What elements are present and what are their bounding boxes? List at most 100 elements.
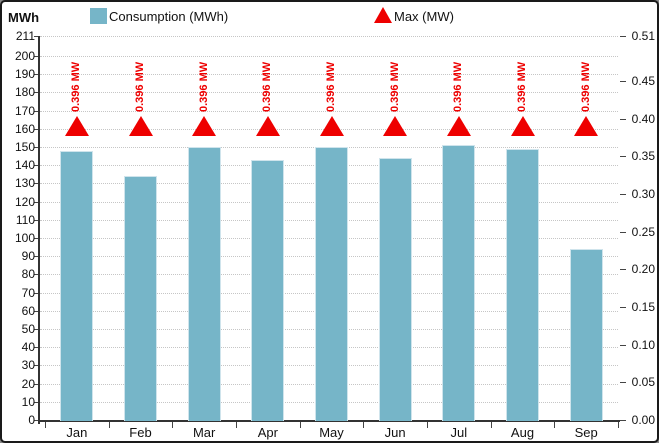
bottom-axis-line — [38, 420, 620, 422]
max-marker-label-may: 0.396 MW — [325, 61, 337, 112]
left-axis-title: MWh — [8, 10, 40, 25]
right-axis-tick-label: 0.35 — [631, 149, 655, 164]
right-axis-tick-label: 0.15 — [631, 300, 655, 315]
left-axis-tick — [34, 383, 40, 385]
left-axis-tick — [34, 401, 40, 403]
max-marker-label-feb: 0.396 MW — [134, 61, 146, 112]
left-axis-tick-label: 40 — [21, 340, 35, 355]
x-axis-label-jul: Jul — [450, 425, 468, 440]
right-axis-tick — [620, 382, 626, 384]
left-axis-tick-label: 180 — [14, 85, 35, 100]
legend-max-label: Max (MW) — [394, 9, 454, 24]
gridline — [40, 92, 618, 94]
left-axis-tick — [34, 329, 40, 330]
legend-consumption-swatch — [90, 8, 107, 24]
left-axis-tick — [34, 365, 40, 367]
x-axis-label-jun: Jun — [384, 425, 406, 440]
right-axis-tick-label: 0.25 — [631, 224, 655, 239]
left-axis-tick-label: 190 — [14, 67, 35, 82]
x-axis-label-sep: Sep — [574, 425, 598, 440]
right-axis-tick — [620, 118, 626, 120]
bar-jul — [442, 145, 476, 421]
x-axis-boundary-tick — [108, 422, 110, 428]
x-axis-label-mar: Mar — [192, 425, 216, 440]
max-marker-label-aug: 0.396 MW — [516, 61, 528, 112]
gridline — [40, 56, 618, 58]
right-axis-tick — [620, 344, 626, 346]
left-axis-tick — [34, 347, 40, 349]
max-marker-label-jan: 0.396 MW — [70, 61, 83, 112]
left-axis-tick-label: 140 — [14, 158, 35, 173]
x-axis-boundary-tick — [618, 422, 619, 428]
max-marker-label-mar: 0.396 MW — [197, 61, 210, 112]
x-axis-boundary-tick — [172, 422, 174, 428]
left-axis-tick — [34, 92, 40, 94]
x-axis-label-feb: Feb — [129, 425, 152, 440]
right-axis-tick-label: 0.20 — [631, 262, 655, 277]
max-marker-label-jun: 0.396 MW — [388, 61, 401, 112]
left-axis-tick — [34, 110, 40, 112]
left-axis-tick — [34, 128, 40, 130]
right-axis-tick-label: 0.30 — [631, 187, 655, 202]
right-axis-tick-label: 0.51 — [631, 29, 655, 43]
max-marker-label-jul: 0.396 MW — [452, 61, 465, 112]
bar-sep — [569, 248, 603, 421]
legend-max-triangle-icon — [374, 7, 392, 23]
left-axis-tick-label: 90 — [21, 249, 35, 264]
right-axis-tick-label: 0.40 — [631, 111, 655, 126]
left-axis-tick — [34, 238, 40, 239]
right-axis-tick — [620, 231, 626, 233]
right-axis-tick-label: 0.10 — [631, 337, 655, 352]
max-marker-jul — [446, 115, 471, 136]
x-axis-label-aug: Aug — [510, 425, 535, 440]
x-axis-label-may: May — [319, 425, 344, 440]
max-marker-mar — [192, 115, 217, 136]
left-axis-tick — [34, 201, 40, 203]
bar-mar — [187, 147, 221, 421]
bar-may — [315, 147, 348, 421]
x-axis-label-apr: Apr — [257, 425, 278, 440]
x-axis-boundary-tick — [299, 422, 301, 428]
left-axis-tick — [34, 74, 40, 76]
left-axis-tick-label: 120 — [14, 194, 35, 209]
x-axis-boundary-tick — [363, 422, 365, 428]
left-axis-tick-label: 170 — [14, 103, 35, 118]
left-axis-tick-label: 10 — [21, 394, 35, 409]
right-axis-tick — [620, 269, 626, 271]
x-axis-label-jan: Jan — [66, 425, 88, 440]
right-axis-tick-label: 0.45 — [631, 74, 655, 89]
left-axis-tick-label: 160 — [14, 121, 35, 136]
right-axis-tick — [620, 36, 626, 37]
x-axis-boundary-tick — [236, 422, 237, 428]
left-axis-tick — [34, 292, 40, 294]
bar-jan — [60, 150, 94, 421]
left-axis-tick-label: 200 — [14, 49, 35, 64]
legend-consumption-label: Consumption (MWh) — [109, 9, 229, 24]
max-marker-may — [319, 115, 344, 136]
x-axis-boundary-tick — [427, 422, 428, 428]
left-axis-tick — [34, 56, 40, 58]
left-axis-tick-label: 100 — [14, 231, 35, 245]
max-marker-label-apr: 0.396 MW — [261, 61, 274, 112]
left-axis-tick-label: 110 — [15, 212, 35, 227]
x-axis-boundary-tick — [490, 422, 492, 428]
bar-feb — [124, 176, 157, 421]
max-marker-sep — [574, 115, 599, 136]
right-axis-tick — [620, 156, 626, 158]
max-marker-jun — [383, 115, 408, 136]
right-axis-tick-label: 0.00 — [631, 413, 655, 427]
bar-apr — [251, 159, 285, 421]
left-axis-tick-label: 50 — [21, 322, 35, 336]
x-axis-boundary-tick — [45, 422, 46, 428]
left-axis-tick-label: 130 — [14, 176, 35, 191]
left-axis-tick-label: 70 — [21, 285, 35, 300]
right-axis-tick — [620, 420, 626, 421]
left-axis-tick — [34, 183, 40, 185]
left-axis-tick-label: 60 — [21, 303, 35, 318]
gridline — [40, 74, 618, 76]
left-axis-tick-label: 150 — [14, 140, 35, 154]
left-axis-tick-label: 20 — [21, 376, 35, 391]
gridline — [40, 110, 618, 112]
max-marker-label-sep: 0.396 MW — [579, 61, 592, 112]
gridline — [40, 36, 618, 37]
